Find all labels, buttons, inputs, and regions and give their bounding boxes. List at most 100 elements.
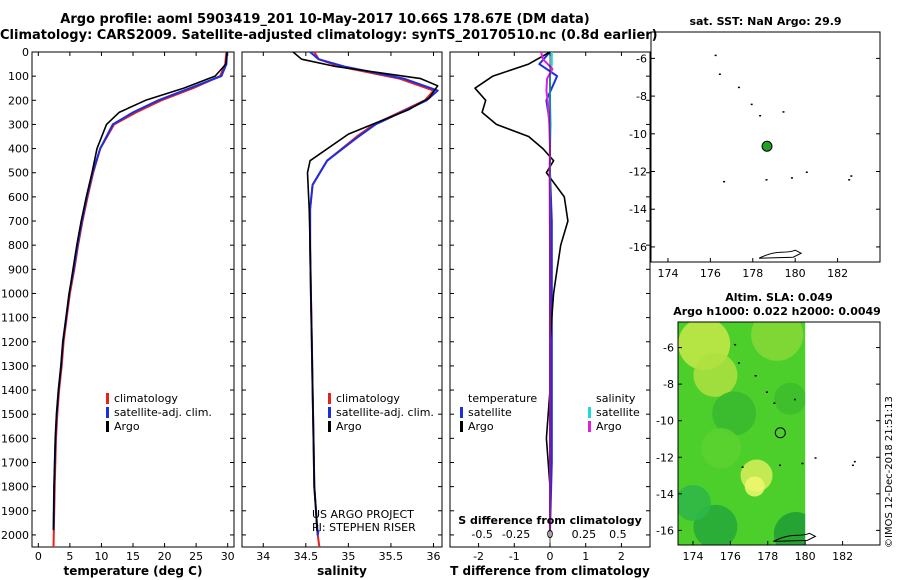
map-lat-label: -10 (656, 415, 674, 428)
sal-legend-swatch (328, 407, 331, 418)
x-tick-label: 25 (189, 550, 203, 563)
diff-legend-title: salinity (596, 392, 636, 405)
island (848, 179, 851, 181)
x-tick-label: 34 (256, 550, 270, 563)
island (814, 457, 817, 459)
map-lat-label: -12 (629, 166, 647, 179)
depth-tick-label: 0 (22, 46, 29, 59)
x-tick-label: 35.5 (379, 550, 404, 563)
depth-tick-label: 1900 (1, 505, 29, 518)
x-tick-label: 1 (582, 550, 589, 563)
sal-legend-label: satellite-adj. clim. (336, 406, 434, 419)
depth-tick-label: 100 (8, 70, 29, 83)
map-lat-label: -14 (629, 203, 647, 216)
fiji-coastline (758, 249, 803, 259)
island (714, 54, 717, 57)
sal-legend-label: Argo (336, 420, 362, 433)
salinity-diff-tick-label: -0.25 (502, 528, 530, 541)
fiji-coastline (773, 532, 817, 542)
map-lat-label: -6 (663, 342, 674, 355)
secondary-axis-label: S difference from climatology (458, 514, 642, 527)
x-tick-label: 34.5 (294, 550, 319, 563)
map-lat-label: -10 (629, 128, 647, 141)
salinity-diff-tick-label: 0.5 (609, 528, 627, 541)
island (790, 177, 793, 179)
profile-panel-frame-1 (31, 51, 235, 548)
sla-anomaly-patch (774, 382, 806, 415)
island (765, 391, 768, 393)
map-lat-label: -16 (629, 241, 647, 254)
map-lon-label: 182 (827, 267, 848, 280)
temp-legend-swatch (106, 393, 109, 404)
diff-legend-temp-swatch (460, 407, 463, 418)
island (779, 464, 781, 467)
diff-legend-temp-label: satellite (468, 406, 512, 419)
sla-anomaly-patch (712, 391, 757, 436)
x-tick-label: 20 (158, 550, 172, 563)
diff-legend-title: temperature (468, 392, 537, 405)
map-frame-1 (650, 31, 881, 263)
temp-legend-label: climatology (114, 392, 178, 405)
x-axis-label: salinity (317, 564, 367, 578)
island (754, 375, 757, 377)
island (851, 464, 854, 467)
sla-map-subtitle: Argo h1000: 0.022 h2000: 0.0049 (673, 305, 881, 318)
x-tick-label: 5 (66, 550, 73, 563)
depth-tick-label: 800 (8, 239, 29, 252)
sal-legend-swatch (328, 393, 331, 404)
diff-legend-temp-label: Argo (468, 420, 494, 433)
island (750, 103, 753, 106)
x-tick-label: -2 (473, 550, 484, 563)
credit-project: US ARGO PROJECT (312, 508, 414, 521)
salinity-diff-tick-label: 0 (547, 528, 554, 541)
depth-tick-label: 1300 (1, 360, 29, 373)
map-lat-label: -16 (656, 524, 674, 537)
sla-anomaly-patch (744, 476, 765, 497)
sal-legend-label: climatology (336, 392, 400, 405)
chart-title-line1: Argo profile: aoml 5903419_201 10-May-20… (60, 12, 590, 27)
depth-tick-label: 1200 (1, 336, 29, 349)
x-tick-label: -1 (509, 550, 520, 563)
island (734, 343, 737, 346)
temp-legend-swatch (106, 407, 109, 418)
x-tick-label: 0 (35, 550, 42, 563)
series-line-argo (52, 51, 228, 531)
salinity-diff-tick-label: 0.25 (572, 528, 597, 541)
series-line-satellite-adj.-clim. (52, 51, 229, 531)
depth-tick-label: 500 (8, 167, 29, 180)
chart-title-line2: Climatology: CARS2009. Satellite-adjuste… (0, 28, 658, 43)
island (782, 111, 785, 113)
salinity-diff-tick-label: -0.5 (471, 528, 492, 541)
argo-position-marker (761, 140, 773, 152)
depth-tick-label: 2000 (1, 529, 29, 542)
map-lat-label: -12 (656, 451, 674, 464)
diff-legend-sal-label: Argo (596, 420, 622, 433)
map-lat-label: -14 (656, 488, 674, 501)
diff-legend-sal-swatch (588, 421, 591, 432)
x-axis-label: T difference from climatology (450, 564, 650, 578)
depth-tick-label: 1600 (1, 432, 29, 445)
island (737, 86, 740, 89)
series-line-temperature-argo (474, 51, 569, 531)
depth-tick-label: 1500 (1, 408, 29, 421)
island (793, 398, 796, 401)
island (759, 114, 762, 117)
x-tick-label: 2 (618, 550, 625, 563)
diff-legend-temp-swatch (460, 421, 463, 432)
map-lat-label: -8 (636, 90, 647, 103)
argo-position-marker (774, 427, 786, 439)
island (801, 462, 804, 465)
sal-legend-swatch (328, 421, 331, 432)
map-lon-label: 180 (795, 550, 816, 563)
map-frame-2 (677, 321, 881, 546)
credit-pi: PI: STEPHEN RISER (312, 521, 416, 534)
depth-tick-label: 300 (8, 118, 29, 131)
sla-anomaly-patch (693, 353, 738, 398)
diff-legend-sal-label: satellite (596, 406, 640, 419)
map-lon-label: 176 (720, 550, 741, 563)
depth-tick-label: 400 (8, 143, 29, 156)
sla-anomaly-patch (701, 428, 742, 469)
imos-timestamp: ©IMOS 12-Dec-2018 21:51:13 (884, 396, 895, 548)
depth-tick-label: 1400 (1, 384, 29, 397)
island (737, 362, 740, 364)
